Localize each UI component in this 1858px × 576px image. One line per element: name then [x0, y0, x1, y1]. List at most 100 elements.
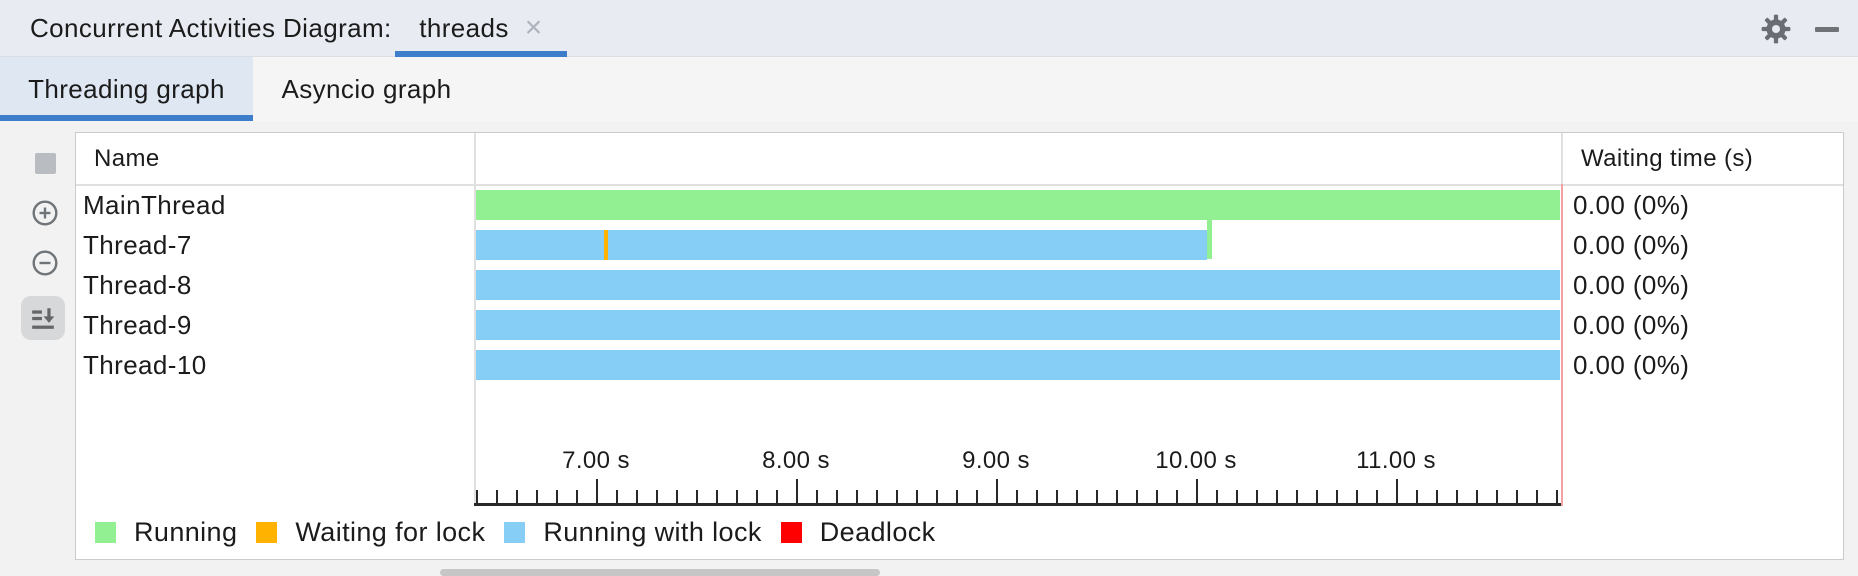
legend-swatch-running: [95, 522, 116, 543]
zoom-out-button[interactable]: [31, 249, 59, 277]
legend-label: Deadlock: [819, 517, 936, 547]
thread-name[interactable]: Thread-10: [83, 350, 207, 380]
axis-tick: [1196, 479, 1198, 503]
tab-asyncio-graph-label: Asyncio graph: [281, 73, 452, 104]
axis-tick: [856, 490, 858, 503]
axis-tick: [1076, 490, 1078, 503]
name-column-header[interactable]: Name: [94, 145, 160, 172]
axis-tick-label: 9.00 s: [962, 447, 1030, 474]
axis-tick: [1296, 490, 1298, 503]
waiting-column-separator: [1561, 133, 1563, 184]
thread-name[interactable]: Thread-8: [83, 270, 192, 300]
thread-bar-segment: [476, 190, 1560, 220]
axis-tick: [1236, 490, 1238, 503]
session-tab-label: threads: [419, 13, 509, 43]
axis-tick: [1376, 490, 1378, 503]
tool-window-title: Concurrent Activities Diagram:: [30, 13, 392, 43]
axis-tick: [1556, 490, 1558, 503]
axis-tick: [1476, 490, 1478, 503]
waiting-value: 0.00 (0%): [1573, 270, 1690, 300]
axis-tick: [1416, 490, 1418, 503]
axis-tick: [896, 490, 898, 503]
legend: Running Waiting for lock Running with lock…: [76, 506, 1843, 559]
axis-tick: [676, 490, 678, 503]
axis-tick: [1216, 490, 1218, 503]
close-icon[interactable]: ×: [524, 10, 543, 44]
legend-label: Running with lock: [543, 517, 762, 547]
legend-label: Waiting for lock: [295, 517, 486, 547]
thread-bar-segment: [1207, 219, 1212, 259]
tab-threading-graph[interactable]: Threading graph: [0, 57, 253, 121]
axis-tick: [536, 490, 538, 503]
axis-tick: [1276, 490, 1278, 503]
tab-active-underline: [0, 115, 253, 121]
horizontal-scrollbar-thumb[interactable]: [440, 569, 880, 576]
minimize-icon: [1815, 26, 1839, 32]
settings-button[interactable]: [1758, 11, 1794, 47]
axis-tick: [476, 490, 478, 503]
minimize-button[interactable]: [1809, 11, 1845, 47]
axis-tick-label: 11.00 s: [1356, 447, 1436, 474]
axis-tick: [1176, 490, 1178, 503]
legend-swatch-waiting_for_lock: [256, 522, 278, 543]
stop-button[interactable]: [33, 151, 57, 175]
axis-tick: [1316, 490, 1318, 503]
axis-tick: [776, 490, 778, 503]
axis-tick: [516, 490, 518, 503]
axis-tick: [1516, 490, 1518, 503]
axis-tick: [1396, 479, 1398, 503]
axis-tick: [936, 490, 938, 503]
gear-icon: [1760, 13, 1792, 45]
axis-tick: [736, 490, 738, 503]
thread-name[interactable]: MainThread: [83, 190, 226, 220]
axis-tick: [1156, 490, 1158, 503]
axis-tick: [1436, 490, 1438, 503]
axis-tick-label: 8.00 s: [762, 447, 830, 474]
thread-name[interactable]: Thread-9: [83, 310, 192, 340]
stop-icon: [34, 152, 56, 174]
scroll-to-end-button[interactable]: [21, 296, 65, 340]
axis-tick: [816, 490, 818, 503]
axis-tick: [996, 479, 998, 503]
header-separator: [76, 184, 1843, 186]
thread-bar-segment: [476, 310, 1560, 340]
zoom-out-icon: [31, 249, 59, 277]
axis-baseline: [474, 503, 1563, 506]
waiting-value: 0.00 (0%): [1573, 350, 1690, 380]
axis-tick: [1256, 490, 1258, 503]
axis-tick: [616, 490, 618, 503]
thread-name[interactable]: Thread-7: [83, 230, 192, 260]
axis-tick: [1116, 490, 1118, 503]
axis-tick: [1336, 490, 1338, 503]
axis-tick: [696, 490, 698, 503]
session-tab-threads[interactable]: threads ×: [395, 0, 567, 57]
tab-threading-graph-label: Threading graph: [28, 73, 225, 104]
waiting-time-column-header[interactable]: Waiting time (s): [1581, 145, 1754, 172]
chart-end-marker: [1561, 184, 1563, 506]
thread-bar-segment: [476, 230, 1207, 260]
axis-tick: [836, 490, 838, 503]
axis-tick-label: 10.00 s: [1155, 447, 1237, 474]
waiting-value: 0.00 (0%): [1573, 230, 1690, 260]
axis-tick: [596, 479, 598, 503]
tab-asyncio-graph[interactable]: Asyncio graph: [253, 57, 480, 121]
tool-window-header: Concurrent Activities Diagram: threads ×: [0, 0, 1858, 57]
axis-tick: [876, 490, 878, 503]
graph-tabs-bar: Threading graph Asyncio graph: [0, 57, 1858, 121]
legend-label: Running: [134, 517, 238, 547]
thread-bar-segment: [604, 230, 608, 260]
thread-bar-segment: [476, 270, 1560, 300]
zoom-in-button[interactable]: [31, 199, 59, 227]
thread-bar-segment: [476, 350, 1560, 380]
legend-item: Deadlock: [780, 517, 936, 548]
axis-tick: [1356, 490, 1358, 503]
axis-tick: [1496, 490, 1498, 503]
axis-tick: [656, 490, 658, 503]
waiting-value: 0.00 (0%): [1573, 190, 1690, 220]
session-tab-active-underline: [395, 51, 567, 57]
axis-tick-label: 7.00 s: [562, 447, 630, 474]
axis-tick: [916, 490, 918, 503]
axis-tick: [796, 479, 798, 503]
axis-tick: [756, 490, 758, 503]
